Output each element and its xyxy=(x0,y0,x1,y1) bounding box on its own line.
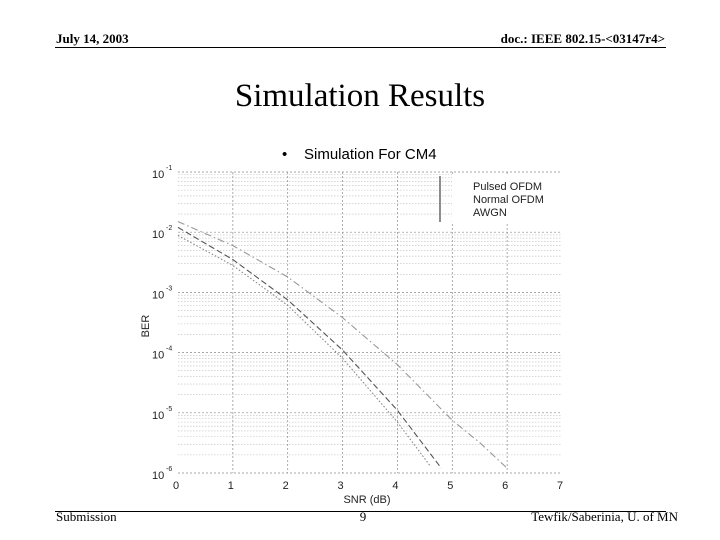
header-divider xyxy=(55,47,666,48)
y-tick-base: 10 xyxy=(152,229,164,241)
x-tick-label: 4 xyxy=(392,480,398,492)
footer-submission: Submission xyxy=(56,509,117,524)
header-date: July 14, 2003 xyxy=(56,31,129,46)
y-tick-label: 10-2 xyxy=(152,225,172,241)
y-tick-exponent: -5 xyxy=(166,406,172,413)
y-tick-base: 10 xyxy=(152,470,164,482)
y-tick-base: 10 xyxy=(152,350,164,362)
bullet-text: Simulation For CM4 xyxy=(304,146,437,163)
x-tick-label: 6 xyxy=(502,480,508,492)
x-tick-label: 2 xyxy=(283,480,289,492)
y-tick-exponent: -3 xyxy=(166,285,172,292)
y-tick-base: 10 xyxy=(152,289,164,301)
x-tick-label: 0 xyxy=(173,480,179,492)
slide-title: Simulation Results xyxy=(234,78,486,114)
y-tick-label: 10-3 xyxy=(152,285,172,301)
y-tick-base: 10 xyxy=(152,410,164,422)
x-axis-label: SNR (dB) xyxy=(343,494,390,506)
y-tick-exponent: -6 xyxy=(166,466,172,473)
legend-entry-2: Normal OFDM xyxy=(473,194,544,206)
series-line-3 xyxy=(177,235,431,467)
x-tick-label: 5 xyxy=(447,480,453,492)
y-tick-exponent: -4 xyxy=(166,346,172,353)
y-tick-label: 10-4 xyxy=(152,346,172,362)
page-number: 9 xyxy=(359,509,367,524)
y-tick-label: 10-1 xyxy=(152,165,172,181)
legend-entry-1: Pulsed OFDM xyxy=(473,181,542,193)
series-line-2 xyxy=(177,221,508,469)
y-tick-label: 10-5 xyxy=(152,406,172,422)
legend-entry-3: AWGN xyxy=(473,207,507,219)
y-tick-exponent: -1 xyxy=(166,165,172,172)
footer-authors: Tewfik/Saberinia, U. of MN xyxy=(531,509,678,524)
series-line-1 xyxy=(177,226,442,469)
footer-divider xyxy=(55,511,666,512)
y-tick-base: 10 xyxy=(152,169,164,181)
x-tick-label: 7 xyxy=(557,480,563,492)
y-tick-exponent: -2 xyxy=(166,225,172,232)
legend-background xyxy=(452,174,562,224)
header-doc-id: doc.: IEEE 802.15-<03147r4> xyxy=(500,31,665,46)
x-tick-label: 1 xyxy=(228,480,234,492)
bullet-marker: • xyxy=(282,146,288,163)
x-tick-label: 3 xyxy=(338,480,344,492)
y-axis-label: BER xyxy=(140,315,152,338)
y-tick-label: 10-6 xyxy=(152,466,172,482)
